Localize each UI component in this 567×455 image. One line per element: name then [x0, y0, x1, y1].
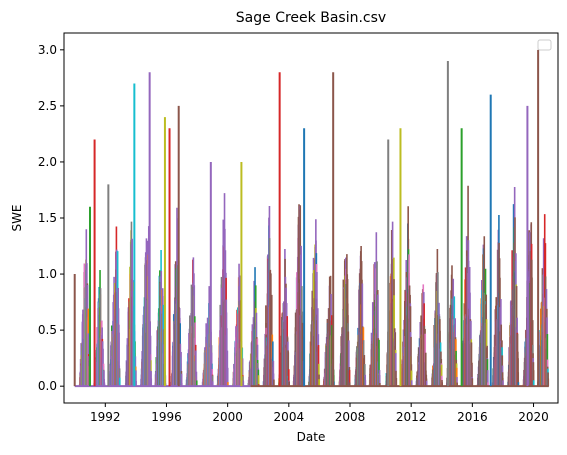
x-axis-label: Date — [297, 430, 326, 444]
legend-box — [537, 39, 552, 51]
series-layer — [73, 49, 550, 388]
x-tick-label: 2016 — [457, 410, 488, 424]
x-tick-label: 2008 — [335, 410, 366, 424]
x-axis: 1992 1996 2000 2004 2008 2012 2016 2020 — [90, 403, 549, 424]
x-tick-label: 1992 — [90, 410, 121, 424]
y-tick-label: 3.0 — [38, 43, 57, 57]
y-tick-label: 1.0 — [38, 267, 57, 281]
x-tick-label: 2004 — [274, 410, 305, 424]
x-tick-label: 2012 — [396, 410, 427, 424]
chart-title: Sage Creek Basin.csv — [236, 10, 386, 26]
y-tick-label: 0.0 — [38, 379, 57, 393]
y-axis: 0.0 0.5 1.0 1.5 2.0 2.5 3.0 — [38, 43, 64, 393]
y-tick-label: 2.5 — [38, 99, 57, 113]
y-axis-label: SWE — [10, 204, 24, 231]
y-tick-label: 0.5 — [38, 323, 57, 337]
x-tick-label: 2000 — [212, 410, 243, 424]
x-tick-label: 2020 — [518, 410, 549, 424]
y-tick-label: 1.5 — [38, 211, 57, 225]
x-tick-label: 1996 — [151, 410, 182, 424]
y-tick-label: 2.0 — [38, 155, 57, 169]
